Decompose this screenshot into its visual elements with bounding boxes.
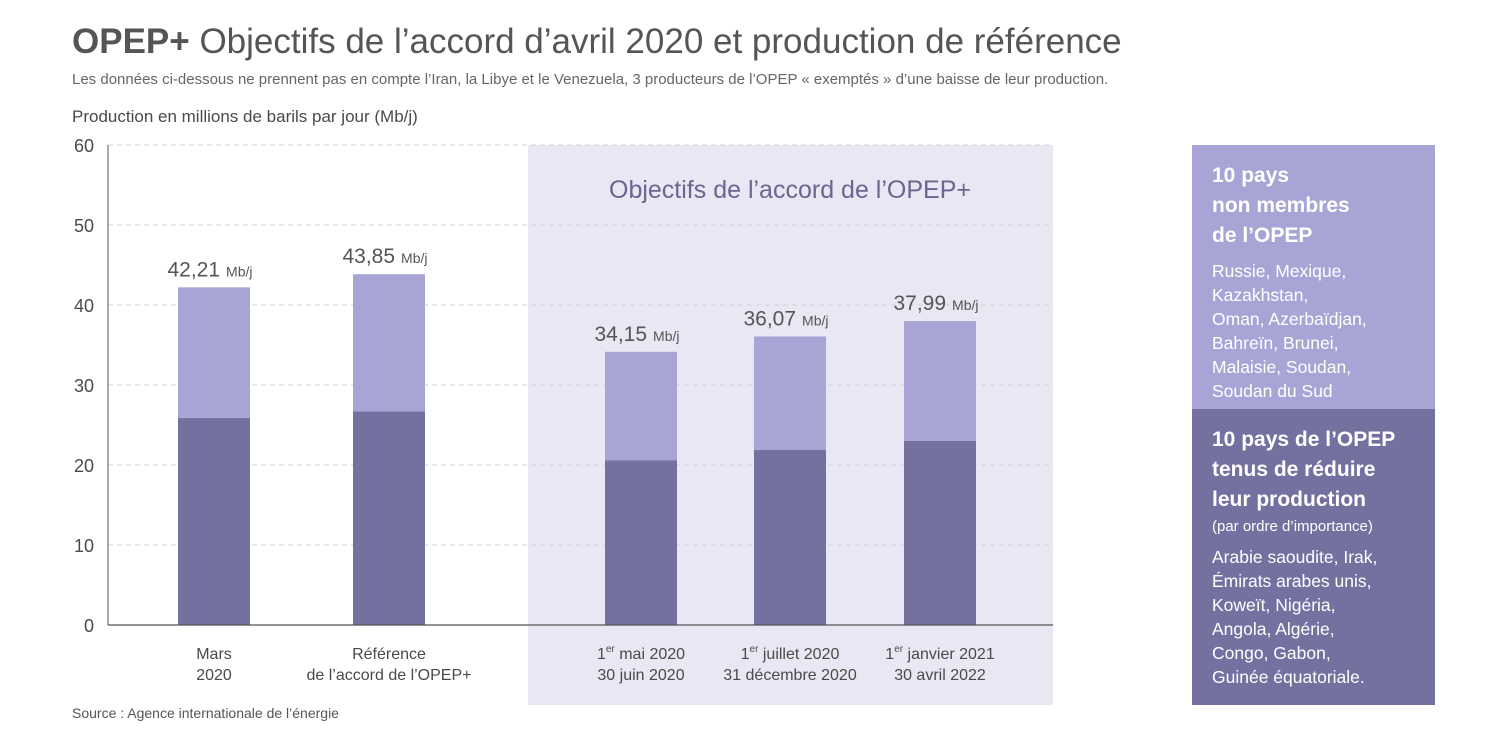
bar-segment-non_opec <box>754 336 826 450</box>
value-label: 37,99 Mb/j <box>893 292 978 315</box>
x-tick-label-line1: 1er janvier 2021 <box>885 644 995 663</box>
chart-subtitle: Les données ci-dessous ne prennent pas e… <box>72 71 1109 88</box>
x-tick-label-text: juillet 2020 <box>758 646 839 663</box>
legend-non-opec: 10 pays non membres de l’OPEP Russie, Me… <box>1192 145 1435 409</box>
y-tick-label: 10 <box>74 536 94 556</box>
value-label-unit: Mb/j <box>226 263 252 279</box>
source-note: Source : Agence internationale de l’éner… <box>72 705 339 721</box>
value-label-number: 42,21 <box>167 258 220 281</box>
x-axis-labels: Mars 2020 Référence de l’accord de l’OPEP+ 1… <box>196 644 995 684</box>
bar-segment-opec <box>605 460 677 625</box>
y-tick-label: 50 <box>74 216 94 236</box>
value-label-unit: Mb/j <box>952 297 978 313</box>
x-tick-label-line2: de l’accord de l’OPEP+ <box>307 667 472 684</box>
legend-opec-note: (par ordre d’importance) <box>1212 518 1373 535</box>
x-tick-label-text: 1 <box>597 646 606 663</box>
bar-segment-non_opec <box>353 274 425 412</box>
agreement-targets-panel-label: Objectifs de l’accord de l’OPEP+ <box>609 176 971 204</box>
x-tick-label-text: 1 <box>885 646 894 663</box>
legend-non-opec-countries: Russie, Mexique, Kazakhstan, Oman, Azerb… <box>1212 261 1367 401</box>
x-tick-label-line1: 1er mai 2020 <box>597 644 685 663</box>
value-label-unit: Mb/j <box>401 250 427 266</box>
x-tick-label-line1: Mars <box>196 646 232 663</box>
value-label: 43,85 Mb/j <box>342 245 427 268</box>
value-label-number: 43,85 <box>342 245 395 268</box>
y-tick-label: 40 <box>74 296 94 316</box>
legend-opec-title: 10 pays de l’OPEP tenus de réduire leur … <box>1212 428 1396 511</box>
value-label-unit: Mb/j <box>653 328 679 344</box>
bar-segment-opec <box>353 411 425 625</box>
x-tick-label-line1: 1er juillet 2020 <box>741 644 840 663</box>
x-tick-label-superscript: er <box>750 644 760 655</box>
bar-segment-non_opec <box>904 321 976 441</box>
value-label-unit: Mb/j <box>802 312 828 328</box>
x-tick-label-line2: 2020 <box>196 667 232 684</box>
x-tick-label-line2: 30 avril 2022 <box>894 667 986 684</box>
x-tick-label-line1: Référence <box>352 646 426 663</box>
y-tick-label: 0 <box>84 616 94 636</box>
x-tick-label-text: mai 2020 <box>615 646 685 663</box>
x-tick-label-text: 1 <box>741 646 750 663</box>
value-label-number: 34,15 <box>594 323 647 346</box>
y-tick-label: 60 <box>74 136 94 156</box>
value-labels: 42,21 Mb/j43,85 Mb/j34,15 Mb/j36,07 Mb/j37,9… <box>167 245 978 346</box>
gridlines <box>108 144 1053 546</box>
value-label: 42,21 Mb/j <box>167 258 252 281</box>
x-tick-label-text: Mars <box>196 646 232 663</box>
y-tick-label: 20 <box>74 456 94 476</box>
title-text: Objectifs de l’accord d’avril 2020 et pr… <box>199 22 1122 61</box>
value-label-number: 36,07 <box>743 307 796 330</box>
bar-segment-non_opec <box>178 287 250 418</box>
legend-opec: 10 pays de l’OPEP tenus de réduire leur … <box>1192 409 1435 705</box>
y-axis-ticks: 0 10 20 30 40 50 60 <box>74 136 94 636</box>
value-label-number: 37,99 <box>893 292 946 315</box>
bar-segment-opec <box>754 449 826 625</box>
x-tick-label-text: janvier 2021 <box>903 646 995 663</box>
value-label: 36,07 Mb/j <box>743 307 828 330</box>
bar-segment-non_opec <box>605 351 677 461</box>
chart-title: OPEP+ Objectifs de l’accord d’avril 2020… <box>72 22 1122 62</box>
y-axis-label: Production en millions de barils par jou… <box>72 107 418 126</box>
bars <box>178 274 976 625</box>
x-tick-label-superscript: er <box>894 644 904 655</box>
x-tick-label-line2: 30 juin 2020 <box>597 667 684 684</box>
title-brand: OPEP+ <box>72 22 190 61</box>
y-tick-label: 30 <box>74 376 94 396</box>
bar-segment-opec <box>178 417 250 625</box>
x-tick-label-line2: 31 décembre 2020 <box>723 667 857 684</box>
x-tick-label-text: Référence <box>352 646 426 663</box>
legend-opec-countries: Arabie saoudite, Irak, Émirats arabes un… <box>1212 547 1378 687</box>
legend-non-opec-title: 10 pays non membres de l’OPEP <box>1212 164 1350 247</box>
value-label: 34,15 Mb/j <box>594 323 679 346</box>
x-tick-label-superscript: er <box>606 644 616 655</box>
bar-segment-opec <box>904 441 976 625</box>
